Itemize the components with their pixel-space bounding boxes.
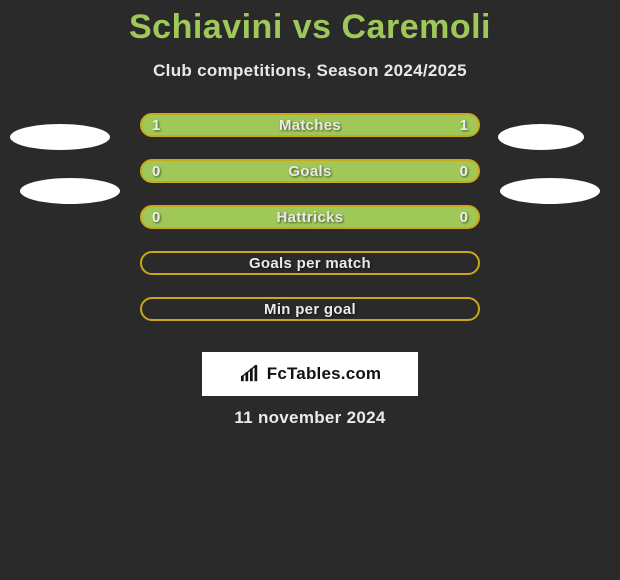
- pie-ellipse: [498, 124, 584, 150]
- stat-row: Min per goal: [0, 297, 620, 343]
- stat-bar: Min per goal: [140, 297, 480, 321]
- date-text: 11 november 2024: [0, 408, 620, 428]
- stat-bar: 0 Goals 0: [140, 159, 480, 183]
- stat-label: Hattricks: [277, 209, 344, 226]
- stat-left-value: 1: [152, 117, 160, 134]
- player1-name: Schiavini: [129, 8, 283, 46]
- stat-bar: 0 Hattricks 0: [140, 205, 480, 229]
- chart-icon: [239, 365, 261, 383]
- badge-text: FcTables.com: [267, 364, 382, 384]
- stat-left-value: 0: [152, 209, 160, 226]
- subtitle: Club competitions, Season 2024/2025: [0, 61, 620, 81]
- stat-label: Min per goal: [264, 301, 356, 318]
- comparison-title: Schiavini vs Caremoli: [0, 0, 620, 47]
- pie-ellipse: [500, 178, 600, 204]
- pie-ellipse: [20, 178, 120, 204]
- fctables-badge[interactable]: FcTables.com: [202, 352, 418, 396]
- stat-label: Goals per match: [249, 255, 371, 272]
- stat-right-value: 1: [460, 117, 468, 134]
- pie-ellipse: [10, 124, 110, 150]
- player2-name: Caremoli: [342, 8, 492, 46]
- stat-bar: Goals per match: [140, 251, 480, 275]
- stat-row: 0 Hattricks 0: [0, 205, 620, 251]
- stat-right-value: 0: [460, 209, 468, 226]
- stat-left-value: 0: [152, 163, 160, 180]
- stat-label: Goals: [288, 163, 331, 180]
- stat-bar: 1 Matches 1: [140, 113, 480, 137]
- stat-label: Matches: [279, 117, 341, 134]
- vs-text: vs: [293, 8, 332, 46]
- stat-right-value: 0: [460, 163, 468, 180]
- stat-row: Goals per match: [0, 251, 620, 297]
